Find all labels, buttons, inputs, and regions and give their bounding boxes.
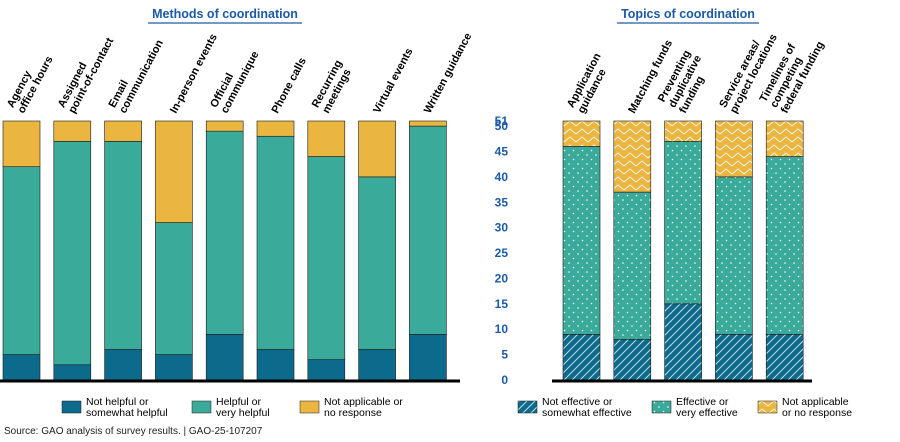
topics-legend-swatch-3 <box>757 400 778 414</box>
y-tick-label-51: 51 <box>495 114 509 128</box>
methods-bar-9-series-3 <box>409 120 447 127</box>
methods-category-label-5: Officialcommunique <box>208 44 261 116</box>
methods-category-label-7: Recurringmeetings <box>310 58 356 115</box>
methods-bar-7-series-3 <box>307 120 346 157</box>
topics-bar-3-series-2 <box>664 141 702 305</box>
methods-category-label-3: Emailcommunication <box>107 32 166 115</box>
topics-bar-4-series-1 <box>715 333 753 381</box>
topics-bar-1-series-1 <box>562 333 601 381</box>
methods-bar-1-series-1 <box>2 354 41 381</box>
methods-bar-5-series-2 <box>205 130 244 335</box>
y-tick-label-50: 50 <box>495 119 509 133</box>
methods-bar-7-series-2 <box>307 156 346 360</box>
topics-legend-swatch-1 <box>517 400 538 414</box>
topics-legend-label-1: Not effective or somewhat effective <box>542 396 632 419</box>
methods-bar-1-series-3 <box>2 120 41 168</box>
topics-bar-3-series-1 <box>664 303 702 381</box>
methods-bar-3-series-2 <box>104 141 142 350</box>
methods-legend-label-2: Helpful or very helpful <box>216 396 270 419</box>
methods-title: Methods of coordination <box>152 7 298 21</box>
y-tick-label-0: 0 <box>501 373 508 387</box>
methods-bar-2-series-3 <box>53 120 92 142</box>
methods-category-label-1: Agencyoffice hours <box>5 49 56 116</box>
methods-bar-6-series-3 <box>256 120 295 137</box>
source-note: Source: GAO analysis of survey results. … <box>4 426 263 437</box>
topics-legend-label-3: Not applicable or no response <box>782 396 852 419</box>
methods-legend-swatch-1 <box>61 400 82 414</box>
topics-panel: Topics of coordination Applicationguidanc… <box>495 7 853 419</box>
methods-bar-8-series-2 <box>358 176 396 350</box>
methods-bar-1-series-2 <box>2 166 41 355</box>
y-tick-label-10: 10 <box>495 322 509 336</box>
y-tick-label-45: 45 <box>495 144 509 158</box>
methods-bar-7-series-1 <box>307 359 346 381</box>
y-tick-label-30: 30 <box>495 221 509 235</box>
topics-bar-5-series-3 <box>765 120 804 157</box>
methods-legend-label-3: Not applicable or no response <box>324 396 403 419</box>
methods-category-label-9: Written guidance <box>422 31 474 115</box>
topics-bar-2-series-1 <box>613 339 652 381</box>
topics-bar-5-series-1 <box>765 333 804 381</box>
topics-bar-2-series-3 <box>613 120 652 193</box>
methods-bar-6-series-2 <box>256 135 295 350</box>
y-tick-label-5: 5 <box>501 348 508 362</box>
topics-bar-4-series-3 <box>715 120 753 178</box>
methods-bar-4-series-1 <box>155 354 193 381</box>
methods-bar-8-series-1 <box>358 349 396 381</box>
y-tick-label-25: 25 <box>495 246 509 260</box>
topics-legend-label-2: Effective or very effective <box>676 396 738 419</box>
topics-category-label-1: Applicationguidance <box>565 51 614 115</box>
methods-category-label-6: Phone calls <box>270 56 309 116</box>
methods-panel: Methods of coordination Agencyoffice hour… <box>0 7 474 419</box>
methods-legend-label-1: Not helpful or somewhat helpful <box>86 396 168 419</box>
methods-bar-9-series-1 <box>409 333 447 381</box>
y-tick-label-15: 15 <box>495 297 509 311</box>
methods-legend-swatch-2 <box>191 400 212 414</box>
topics-title: Topics of coordination <box>621 7 755 21</box>
topics-bar-4-series-2 <box>715 176 753 335</box>
methods-category-label-8: Virtual events <box>371 46 415 115</box>
methods-bar-4-series-3 <box>155 120 193 223</box>
methods-bar-2-series-2 <box>53 141 92 366</box>
topics-bar-1-series-3 <box>562 120 601 147</box>
methods-bar-3-series-3 <box>104 120 142 142</box>
methods-bar-9-series-2 <box>409 125 447 335</box>
methods-bar-4-series-2 <box>155 222 193 355</box>
methods-bar-5-series-3 <box>205 120 244 132</box>
topics-bar-5-series-2 <box>765 156 804 335</box>
methods-bar-5-series-1 <box>205 333 244 381</box>
topics-legend-swatch-2 <box>651 400 672 414</box>
methods-legend-swatch-3 <box>299 400 320 414</box>
topics-bar-1-series-2 <box>562 146 601 335</box>
y-tick-label-20: 20 <box>495 271 509 285</box>
methods-bar-8-series-3 <box>358 120 396 178</box>
y-tick-label-35: 35 <box>495 195 509 209</box>
topics-bar-3-series-3 <box>664 120 702 142</box>
coordination-chart: Methods of coordination Agencyoffice hour… <box>0 7 853 419</box>
methods-bar-3-series-1 <box>104 349 142 381</box>
methods-bar-6-series-1 <box>256 349 295 381</box>
methods-bar-2-series-1 <box>53 364 92 381</box>
topics-bar-2-series-2 <box>613 191 652 340</box>
y-tick-label-40: 40 <box>495 170 509 184</box>
